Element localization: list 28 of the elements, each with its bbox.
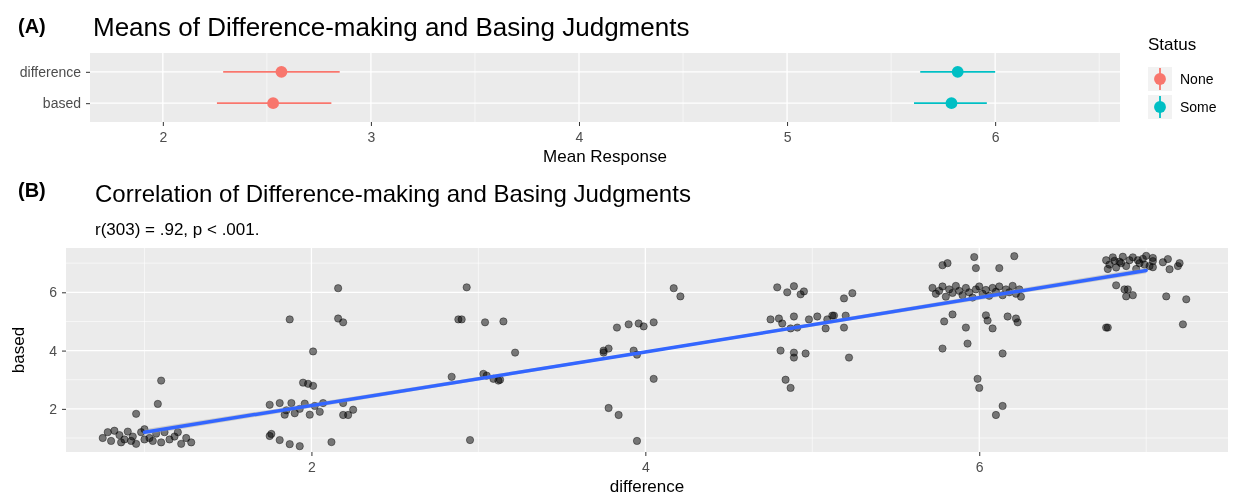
legend-label: Some xyxy=(1180,99,1217,115)
x-tick-label: 6 xyxy=(991,128,1000,145)
x-tick-label: 5 xyxy=(783,128,792,145)
x-tick-label: 4 xyxy=(641,458,650,475)
chart-subtitle: r(303) = .92, p < .001. xyxy=(95,220,260,239)
legend-title: Status xyxy=(1148,35,1197,54)
point xyxy=(945,97,958,110)
x-tick-label: 3 xyxy=(367,128,376,145)
chart-title: Correlation of Difference-making and Basing Judgments xyxy=(95,180,691,207)
chart-title: Means of Difference-making and Basing Judgments xyxy=(93,12,690,42)
y-tick-label: 6 xyxy=(49,284,58,301)
text: (A) xyxy=(18,15,46,37)
legend-label: None xyxy=(1180,71,1214,87)
y-tick-label: based xyxy=(42,95,81,112)
x-tick-label: 2 xyxy=(159,128,168,145)
y-tick-label: 2 xyxy=(49,400,58,417)
x-axis-title: Mean Response xyxy=(543,147,667,166)
y-tick-label: difference xyxy=(19,63,82,80)
x-tick-label: 4 xyxy=(575,128,584,145)
y-tick-label: 4 xyxy=(49,342,58,359)
x-tick-label: 6 xyxy=(975,458,984,475)
point xyxy=(267,97,280,110)
text: (B) xyxy=(18,179,46,201)
x-tick-label: 2 xyxy=(308,458,317,475)
y-axis-title: based xyxy=(9,326,28,374)
point xyxy=(275,65,288,78)
x-axis-title: difference xyxy=(609,477,685,496)
point xyxy=(951,65,964,78)
